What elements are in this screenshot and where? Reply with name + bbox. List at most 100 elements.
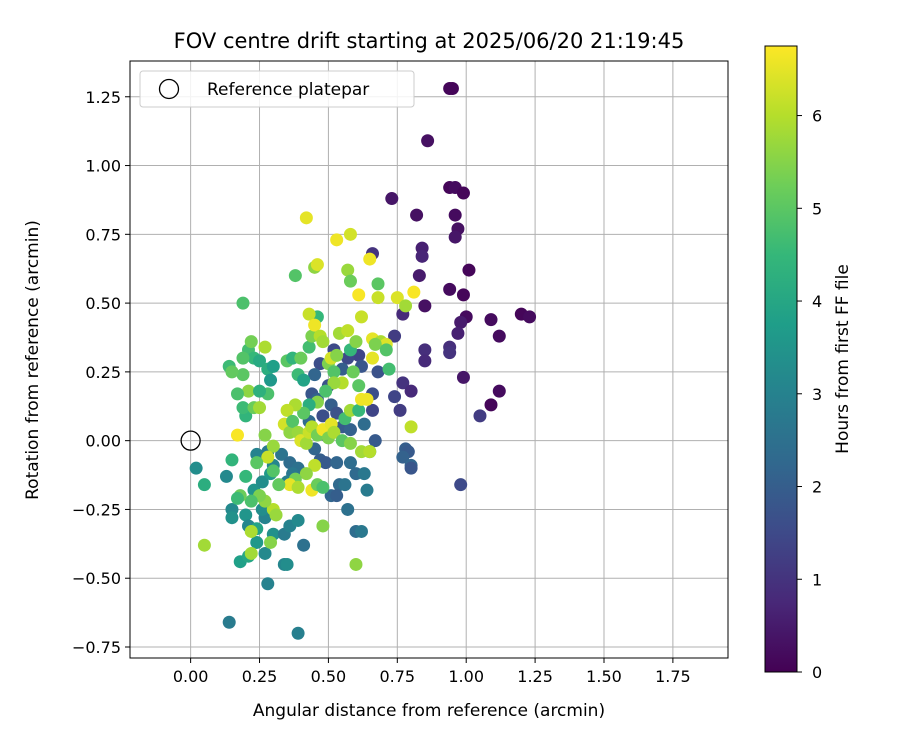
data-point (390, 291, 404, 305)
data-point (239, 508, 253, 522)
data-point (330, 456, 344, 470)
data-point (230, 428, 244, 442)
y-tick-label: −0.25 (72, 500, 121, 519)
data-point (448, 230, 462, 244)
data-point (266, 464, 280, 478)
colorbar-tick-label: 2 (812, 478, 822, 497)
data-point (189, 461, 203, 475)
data-point (360, 483, 374, 497)
reference-platepar-marker (180, 430, 201, 451)
y-axis-ticks: −0.75 −0.50 −0.25 0.00 0.25 0.50 0.75 1.00 1.25 (72, 88, 130, 657)
x-axis-label: Angular distance from reference (arcmin) (253, 701, 605, 721)
reference-marker-layer (180, 430, 201, 451)
data-point (294, 351, 308, 365)
data-point (396, 376, 410, 390)
data-point (308, 318, 322, 332)
data-point (385, 192, 399, 206)
colorbar-gradient (764, 45, 798, 673)
data-point (297, 373, 311, 387)
colorbar-tick-label: 3 (812, 385, 822, 404)
colorbar-tick-label: 6 (812, 107, 822, 126)
data-point (357, 417, 371, 431)
data-point (341, 502, 355, 516)
data-point (239, 469, 253, 483)
data-point (291, 626, 305, 640)
data-point (310, 258, 324, 272)
data-point (415, 249, 429, 263)
data-point (236, 401, 250, 415)
data-point (388, 390, 402, 404)
data-point (316, 519, 330, 533)
data-point (454, 315, 468, 329)
data-point (275, 447, 289, 461)
data-point (404, 420, 418, 434)
data-point (396, 450, 410, 464)
data-point (250, 456, 264, 470)
y-tick-label: 0.25 (85, 363, 121, 382)
x-axis-ticks: 0.00 0.25 0.50 0.75 1.00 1.25 1.50 1.75 (173, 658, 691, 686)
x-tick-label: 1.25 (517, 667, 553, 686)
colorbar-ticks: 0 1 2 3 4 5 6 (797, 107, 822, 682)
y-tick-label: −0.75 (72, 638, 121, 657)
data-point (456, 288, 470, 302)
data-point (412, 269, 426, 283)
x-tick-label: 0.75 (379, 667, 415, 686)
data-point (371, 291, 385, 305)
y-tick-label: 0.50 (85, 294, 121, 313)
data-point (368, 434, 382, 448)
data-point (354, 392, 368, 406)
x-tick-label: 0.00 (173, 667, 209, 686)
data-point (299, 436, 313, 450)
x-tick-label: 1.50 (586, 667, 622, 686)
data-point (418, 299, 432, 313)
data-point (258, 340, 272, 354)
data-point (241, 384, 255, 398)
data-point (404, 384, 418, 398)
data-point (349, 557, 363, 571)
data-point (354, 310, 368, 324)
data-point (327, 365, 341, 379)
data-point (291, 480, 305, 494)
data-point (330, 489, 344, 503)
x-tick-label: 0.25 (242, 667, 278, 686)
data-point (399, 299, 413, 313)
data-point (261, 577, 275, 591)
colorbar: 0 1 2 3 4 5 6 Hours from first FF file (764, 45, 853, 682)
data-point (230, 491, 244, 505)
data-point (244, 335, 258, 349)
data-point (316, 409, 330, 423)
data-point (451, 326, 465, 340)
data-point (255, 475, 269, 489)
data-point (418, 343, 432, 357)
data-point (492, 329, 506, 343)
data-point (286, 414, 300, 428)
y-axis-label: Rotation from reference (arcmin) (23, 220, 43, 500)
data-point (330, 233, 344, 247)
data-points (189, 82, 537, 640)
data-point (407, 285, 421, 299)
data-point (523, 310, 537, 324)
data-point (330, 348, 344, 362)
data-point (341, 324, 355, 338)
data-point (225, 453, 239, 467)
data-point (484, 398, 498, 412)
colorbar-tick-label: 4 (812, 292, 822, 311)
data-point (261, 450, 275, 464)
data-point (291, 513, 305, 527)
data-point (258, 428, 272, 442)
data-point (219, 469, 233, 483)
colorbar-tick-label: 1 (812, 570, 822, 589)
data-point (393, 403, 407, 417)
data-point (302, 340, 316, 354)
data-point (316, 480, 330, 494)
data-point (299, 211, 313, 225)
data-point (302, 307, 316, 321)
y-tick-label: 1.00 (85, 157, 121, 176)
x-tick-label: 1.75 (655, 667, 691, 686)
data-point (308, 458, 322, 472)
x-tick-label: 0.50 (311, 667, 347, 686)
data-point (371, 365, 385, 379)
data-point (343, 436, 357, 450)
data-point (363, 252, 377, 266)
